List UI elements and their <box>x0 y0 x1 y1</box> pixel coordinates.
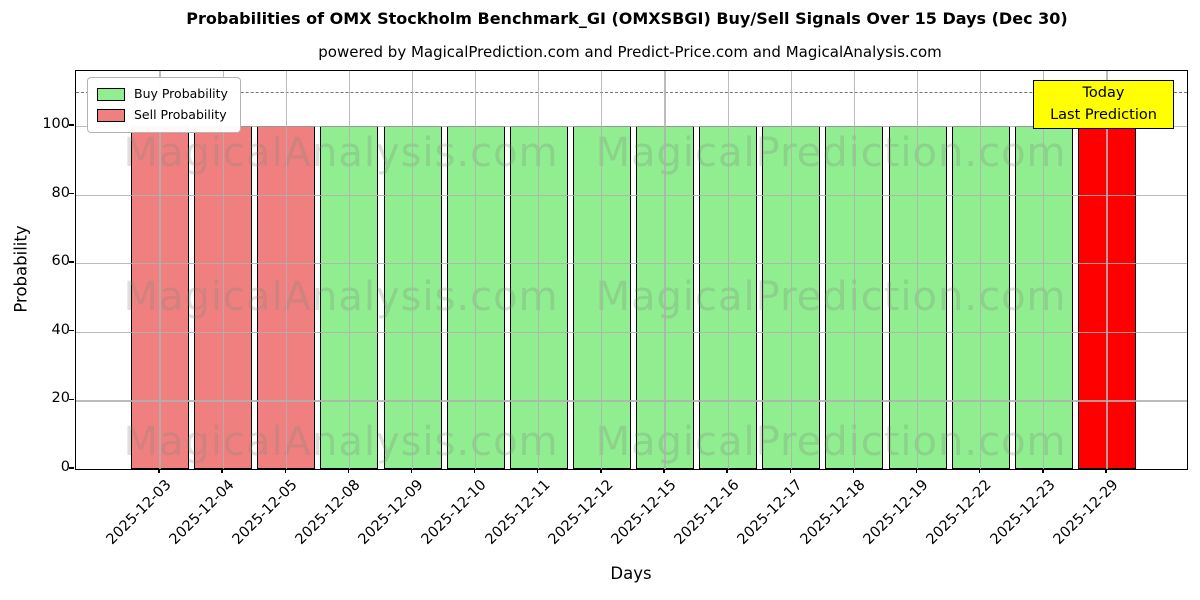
x-tick-label: 2025-12-03 <box>103 477 175 548</box>
chart-subtitle: powered by MagicalPrediction.com and Pre… <box>318 43 942 61</box>
today-annotation-line1: Today <box>1082 84 1125 101</box>
x-axis-label: Days <box>610 564 652 583</box>
x-tick-label: 2025-12-04 <box>166 477 238 548</box>
gridline-vertical <box>853 71 856 469</box>
x-tick-label: 2025-12-18 <box>797 477 869 548</box>
x-tick-mark <box>473 468 476 473</box>
gridline-vertical <box>538 71 540 469</box>
x-tick-label: 2025-12-10 <box>419 477 490 548</box>
x-tick-mark <box>726 468 728 473</box>
watermark: MagicalAnalysis.com <box>123 130 559 176</box>
x-tick-label: 2025-12-11 <box>482 477 554 548</box>
legend-label-buy: Buy Probability <box>134 86 228 102</box>
y-tick-mark <box>69 467 74 469</box>
x-tick-mark <box>1105 468 1107 473</box>
gridline-vertical <box>285 71 287 469</box>
x-tick-label: 2025-12-16 <box>671 477 743 548</box>
y-tick-mark <box>69 398 74 401</box>
y-tick-label: 0 <box>60 459 70 475</box>
x-tick-mark <box>915 468 918 473</box>
y-tick-mark <box>69 330 74 332</box>
y-tick-label: 80 <box>51 184 70 201</box>
gridline-vertical <box>727 71 729 469</box>
x-tick-mark <box>158 468 160 473</box>
x-tick-label: 2025-12-17 <box>734 477 806 548</box>
x-tick-mark <box>600 468 602 473</box>
legend-item-sell: Sell Probability <box>97 105 228 126</box>
y-tick-label: 40 <box>51 321 70 338</box>
sell-probability-swatch <box>97 109 125 122</box>
gridline-vertical <box>1106 71 1108 469</box>
x-tick-mark <box>1042 468 1044 473</box>
y-tick-mark <box>69 261 74 263</box>
legend-label-sell: Sell Probability <box>134 107 227 123</box>
dashed-threshold-line <box>76 91 1187 93</box>
plot-area: Buy Probability Sell Probability Magical… <box>75 70 1188 470</box>
gridline-horizontal <box>76 331 1187 333</box>
x-tick-mark <box>221 468 223 473</box>
gridline-vertical <box>1043 71 1045 469</box>
x-tick-label: 2025-12-19 <box>860 477 932 548</box>
buy-probability-swatch <box>97 88 125 101</box>
today-annotation-line2: Last Prediction <box>1050 106 1157 123</box>
y-tick-label: 20 <box>51 390 70 407</box>
gridline-vertical <box>475 71 477 469</box>
gridline-vertical <box>916 71 919 469</box>
x-tick-label: 2025-12-12 <box>545 477 617 548</box>
today-annotation: Today Last Prediction <box>1033 80 1174 129</box>
watermark: MagicalAnalysis.com <box>123 274 559 320</box>
x-tick-mark <box>537 468 539 473</box>
x-tick-label: 2025-12-22 <box>924 477 996 548</box>
y-tick-mark <box>69 124 74 126</box>
watermark: MagicalAnalysis.com <box>123 419 559 465</box>
x-tick-label: 2025-12-29 <box>1050 477 1122 548</box>
watermark: MagicalPrediction.com <box>595 130 1067 176</box>
gridline-vertical <box>348 71 350 469</box>
gridline-vertical <box>159 71 161 469</box>
gridline-vertical <box>411 71 414 469</box>
y-tick-label: 60 <box>51 253 70 270</box>
gridline-horizontal <box>76 125 1187 128</box>
watermark: MagicalPrediction.com <box>595 419 1067 465</box>
y-tick-label: 100 <box>42 115 70 132</box>
legend-item-buy: Buy Probability <box>97 84 228 105</box>
x-tick-mark <box>284 468 286 473</box>
x-tick-mark <box>789 468 791 473</box>
x-tick-label: 2025-12-23 <box>987 477 1059 548</box>
gridline-horizontal <box>76 263 1187 265</box>
gridline-vertical <box>222 71 224 469</box>
x-tick-mark <box>663 468 665 473</box>
x-tick-label: 2025-12-05 <box>229 477 301 548</box>
legend: Buy Probability Sell Probability <box>87 77 241 133</box>
chart-title: Probabilities of OMX Stockholm Benchmark… <box>186 9 1068 28</box>
x-tick-label: 2025-12-15 <box>608 477 680 548</box>
x-tick-mark <box>410 468 413 473</box>
x-tick-label: 2025-12-08 <box>292 477 364 548</box>
y-tick-mark <box>69 192 74 195</box>
y-axis-label: Probability <box>11 225 31 313</box>
x-tick-label: 2025-12-09 <box>355 477 427 548</box>
gridline-vertical <box>664 71 666 469</box>
gridline-vertical <box>601 71 603 469</box>
x-tick-mark <box>978 468 981 473</box>
watermark: MagicalPrediction.com <box>595 274 1067 320</box>
x-tick-mark <box>347 468 350 473</box>
gridline-horizontal <box>76 194 1187 196</box>
gridline-vertical <box>790 71 792 469</box>
gridline-horizontal <box>76 400 1187 402</box>
x-tick-mark <box>852 468 855 473</box>
gridline-vertical <box>980 71 982 469</box>
